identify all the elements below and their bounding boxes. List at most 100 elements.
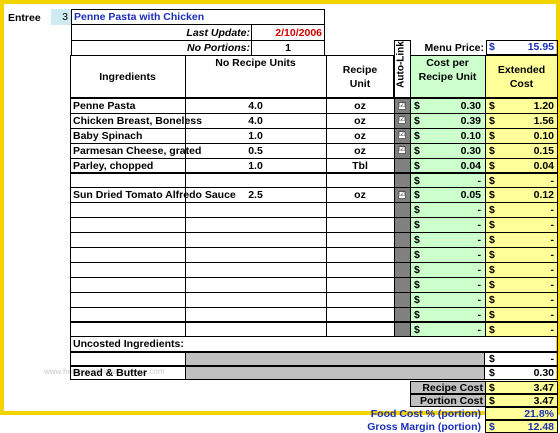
auto-link-checkbox[interactable]: ☑ <box>398 146 406 155</box>
uncosted-row <box>70 336 558 353</box>
auto-link-cell <box>394 202 411 219</box>
portions-value[interactable]: 1 <box>285 42 291 54</box>
bread-currency: $ <box>489 367 495 380</box>
cost-per-unit-value: - <box>477 308 482 321</box>
table-row <box>70 321 410 338</box>
gross-margin-label: Gross Margin (portion) <box>367 421 481 433</box>
cost-currency: $ <box>414 249 420 261</box>
ingredient-name[interactable]: Sun Dried Tomato Alfredo Sauce <box>73 189 236 202</box>
cost-per-unit-value: - <box>477 278 482 291</box>
ingredient-name[interactable]: Penne Pasta <box>73 100 136 112</box>
extended-cost-value: - <box>550 249 555 261</box>
recipe-units-value[interactable]: 2.5 <box>248 189 263 202</box>
cost-currency: $ <box>414 159 420 172</box>
bread-row-fill <box>185 366 485 381</box>
cost-currency: $ <box>414 174 420 187</box>
auto-link-checkbox[interactable]: ☑ <box>398 116 406 125</box>
extended-cost-value: - <box>550 204 555 217</box>
ingredient-name[interactable]: Baby Spinach <box>73 129 143 142</box>
ingredient-name[interactable]: Parmesan Cheese, grated <box>73 144 202 157</box>
cost-currency: $ <box>414 114 420 127</box>
auto-link-checkbox[interactable]: ☑ <box>398 101 406 110</box>
cost-per-unit-header: Cost per Recipe Unit <box>418 57 477 83</box>
auto-link-cell <box>394 172 411 189</box>
extended-cost-value: - <box>550 263 555 276</box>
entree-label: Entree <box>8 12 41 24</box>
watermark: www.heritagechristiancollege.com <box>44 367 165 376</box>
cost-per-unit-value: - <box>477 249 482 261</box>
cost-currency: $ <box>414 263 420 276</box>
recipe-unit-value[interactable]: Tbl <box>352 159 368 172</box>
cost-currency: $ <box>414 308 420 321</box>
table-row <box>70 232 410 248</box>
extended-cost-value: - <box>550 278 555 291</box>
ingredient-name[interactable]: Parley, chopped <box>73 159 154 172</box>
uncosted-blank-value: - <box>550 353 555 366</box>
bread-label[interactable]: Bread & Butter <box>73 367 148 380</box>
auto-link-cell <box>394 321 411 338</box>
cost-header-bg <box>410 55 486 98</box>
extended-cost-header: Extended Cost <box>497 64 546 90</box>
auto-link-cell <box>394 247 411 263</box>
cost-currency: $ <box>414 204 420 217</box>
extended-currency: $ <box>489 100 495 112</box>
extended-currency: $ <box>489 159 495 172</box>
last-update-value[interactable]: 2/10/2006 <box>275 27 322 39</box>
no-recipe-units-header: No Recipe Units <box>215 57 296 69</box>
cost-currency: $ <box>414 189 420 202</box>
recipe-units-value[interactable]: 1.0 <box>248 129 263 142</box>
cost-per-unit-value: - <box>477 293 482 306</box>
portion-cost-currency: $ <box>489 395 495 408</box>
recipe-units-value[interactable]: 1.0 <box>248 159 263 172</box>
extended-currency: $ <box>489 219 495 232</box>
cost-currency: $ <box>414 293 420 306</box>
cost-per-unit-value: - <box>477 263 482 276</box>
bread-value: 0.30 <box>533 367 554 380</box>
extended-cost-value: - <box>550 323 555 336</box>
extended-cost-value: - <box>550 219 555 232</box>
extended-currency: $ <box>489 114 495 127</box>
auto-link-header-bg <box>394 40 411 98</box>
auto-link-cell <box>394 157 411 174</box>
table-row <box>70 261 410 278</box>
recipe-unit-value[interactable]: oz <box>354 144 366 157</box>
menu-price-field[interactable]: $ 15.95 <box>486 40 558 55</box>
auto-link-cell <box>394 261 411 278</box>
recipe-units-value[interactable]: 4.0 <box>248 114 263 127</box>
recipe-unit-value[interactable]: oz <box>354 100 366 112</box>
ingredient-name[interactable]: Chicken Breast, Boneless <box>73 114 202 127</box>
cost-per-unit-value: - <box>477 323 482 336</box>
table-row <box>70 276 410 293</box>
recipe-name-field[interactable]: Penne Pasta with Chicken <box>71 9 325 25</box>
table-row <box>70 306 410 323</box>
cost-per-unit-value: 0.04 <box>460 159 481 172</box>
extended-cost-value: 1.20 <box>533 100 554 112</box>
table-row <box>70 291 410 308</box>
recipe-unit-value[interactable]: oz <box>354 114 366 127</box>
uncosted-blank-fill <box>185 352 485 367</box>
auto-link-checkbox[interactable]: ☑ <box>398 190 406 199</box>
table-row <box>70 217 410 234</box>
cost-per-unit-value: - <box>477 204 482 217</box>
entree-number[interactable]: 3 <box>51 9 71 25</box>
cost-per-unit-value: 0.05 <box>460 189 481 202</box>
extended-cost-value: - <box>550 293 555 306</box>
recipe-cost-currency: $ <box>489 382 495 395</box>
recipe-cost-label: Recipe Cost <box>422 382 483 395</box>
recipe-unit-value[interactable]: oz <box>354 129 366 142</box>
extended-cost-value: - <box>550 308 555 321</box>
uncosted-blank-currency: $ <box>489 353 495 366</box>
recipe-units-value[interactable]: 4.0 <box>248 100 263 112</box>
recipe-cost-value: 3.47 <box>533 382 554 395</box>
auto-link-checkbox[interactable]: ☑ <box>398 131 406 140</box>
portion-cost-value: 3.47 <box>533 395 554 408</box>
food-cost-value: 21.8% <box>524 408 554 421</box>
extended-currency: $ <box>489 323 495 336</box>
recipe-unit-value[interactable]: oz <box>354 189 366 202</box>
cost-per-unit-value: 0.10 <box>460 129 481 142</box>
cost-currency: $ <box>414 129 420 142</box>
cost-per-unit-value: - <box>477 174 482 187</box>
recipe-units-value[interactable]: 0.5 <box>248 144 263 157</box>
header-box <box>70 55 394 98</box>
